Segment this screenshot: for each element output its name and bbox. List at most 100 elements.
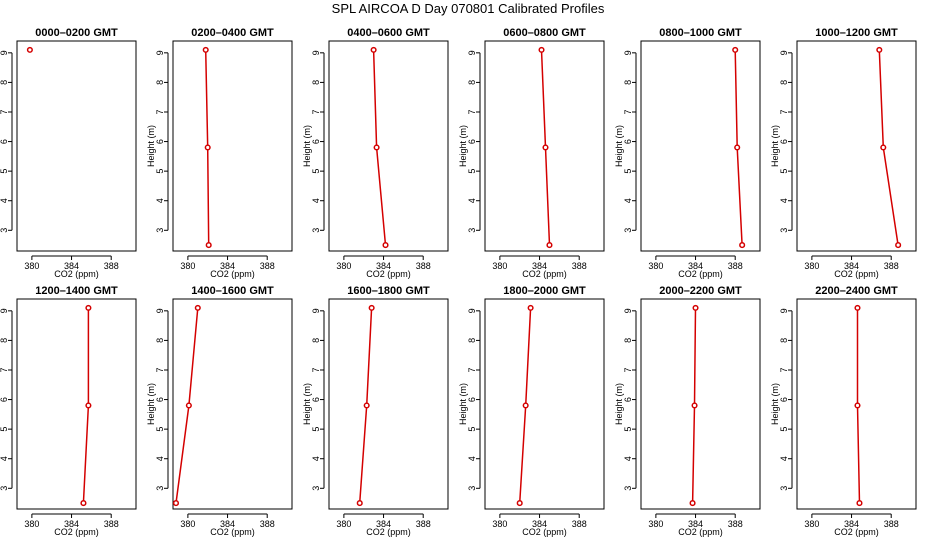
panel-title: 2200–2400 GMT [815, 285, 898, 297]
data-point [373, 144, 380, 151]
data-point [895, 242, 902, 249]
y-axis-label: Height (m) [146, 383, 156, 425]
data-point [689, 500, 696, 507]
data-point [538, 46, 545, 53]
x-tick-label: 380 [804, 261, 819, 271]
y-tick-label: 9 [623, 50, 633, 55]
y-tick-label: 5 [311, 427, 321, 432]
x-axis-label: CO2 (ppm) [54, 269, 99, 279]
data-point [854, 304, 861, 311]
data-point [85, 304, 92, 311]
y-tick-label: 6 [467, 139, 477, 144]
y-tick-label: 8 [311, 80, 321, 85]
y-axis-label: Height (m) [770, 125, 780, 167]
data-point [194, 304, 201, 311]
y-tick-label: 9 [779, 308, 789, 313]
data-point [363, 402, 370, 409]
x-axis-label: CO2 (ppm) [522, 269, 567, 279]
y-tick-label: 7 [779, 109, 789, 114]
y-tick-label: 6 [311, 397, 321, 402]
y-tick-label: 6 [779, 139, 789, 144]
y-tick-label: 5 [155, 427, 165, 432]
x-tick-label: 388 [728, 261, 743, 271]
y-tick-label: 6 [311, 139, 321, 144]
y-tick-label: 6 [0, 139, 9, 144]
y-tick-label: 3 [623, 486, 633, 491]
plot-frame [16, 298, 137, 510]
y-tick-label: 8 [467, 80, 477, 85]
y-tick-label: 5 [623, 427, 633, 432]
x-tick-label: 388 [572, 261, 587, 271]
y-tick-label: 8 [467, 338, 477, 343]
panel-11: 2000–2200 GMT 380 384 388 CO2 (ppm) 3 4 5 6 7 8 9 He… [614, 285, 761, 537]
x-tick-label: 380 [648, 261, 663, 271]
y-tick-label: 3 [311, 228, 321, 233]
panel-title: 0400–0600 GMT [347, 27, 430, 39]
data-point [172, 500, 180, 507]
data-point [542, 144, 549, 151]
plot-frame [328, 40, 449, 252]
y-tick-label: 8 [155, 338, 165, 343]
y-tick-label: 7 [155, 367, 165, 372]
y-tick-label: 7 [0, 367, 9, 372]
data-point [382, 242, 389, 249]
x-tick-label: 388 [104, 261, 119, 271]
y-tick-label: 7 [311, 367, 321, 372]
y-tick-label: 8 [155, 80, 165, 85]
data-point [734, 144, 741, 151]
plot-frame [172, 40, 293, 252]
y-tick-label: 5 [311, 169, 321, 174]
x-tick-label: 388 [884, 261, 899, 271]
x-tick-label: 380 [180, 261, 195, 271]
data-point [204, 144, 211, 151]
y-tick-label: 3 [155, 228, 165, 233]
y-tick-label: 7 [311, 109, 321, 114]
y-tick-label: 5 [0, 169, 9, 174]
x-tick-label: 380 [336, 519, 351, 529]
panel-title: 1200–1400 GMT [35, 285, 118, 297]
data-point [370, 46, 377, 53]
x-tick-label: 388 [728, 519, 743, 529]
y-tick-label: 3 [0, 486, 9, 491]
data-point [880, 144, 887, 151]
y-axis-label: Height (m) [302, 125, 312, 167]
y-tick-label: 7 [467, 109, 477, 114]
y-tick-label: 4 [467, 198, 477, 203]
plot-frame [796, 298, 917, 510]
x-axis-label: CO2 (ppm) [834, 527, 879, 537]
y-tick-label: 9 [0, 50, 9, 55]
y-tick-label: 4 [467, 456, 477, 461]
y-tick-label: 3 [0, 228, 9, 233]
y-tick-label: 4 [623, 198, 633, 203]
panel-4: 0600–0800 GMT 380 384 388 CO2 (ppm) 3 4 5 6 7 8 9 He… [458, 27, 605, 279]
y-tick-label: 4 [0, 198, 9, 203]
x-tick-label: 388 [416, 261, 431, 271]
y-tick-label: 4 [311, 456, 321, 461]
data-point [546, 242, 553, 249]
y-tick-label: 3 [311, 486, 321, 491]
x-axis-label: CO2 (ppm) [678, 527, 723, 537]
y-tick-label: 8 [623, 80, 633, 85]
y-tick-label: 9 [467, 50, 477, 55]
y-tick-label: 6 [623, 139, 633, 144]
x-axis-label: CO2 (ppm) [54, 527, 99, 537]
data-point [205, 242, 212, 249]
x-tick-label: 380 [492, 519, 507, 529]
y-tick-label: 8 [311, 338, 321, 343]
data-point [856, 500, 863, 507]
y-tick-label: 8 [779, 80, 789, 85]
y-tick-label: 4 [155, 198, 165, 203]
data-point [80, 500, 87, 507]
x-axis-label: CO2 (ppm) [210, 527, 255, 537]
figure-title: SPL AIRCOA D Day 070801 Calibrated Profi… [332, 1, 605, 16]
y-tick-label: 3 [155, 486, 165, 491]
y-tick-label: 5 [467, 169, 477, 174]
panel-title: 1400–1600 GMT [191, 285, 274, 297]
y-tick-label: 7 [623, 109, 633, 114]
y-tick-label: 7 [623, 367, 633, 372]
y-tick-label: 9 [0, 308, 9, 313]
panel-title: 0800–1000 GMT [659, 27, 742, 39]
